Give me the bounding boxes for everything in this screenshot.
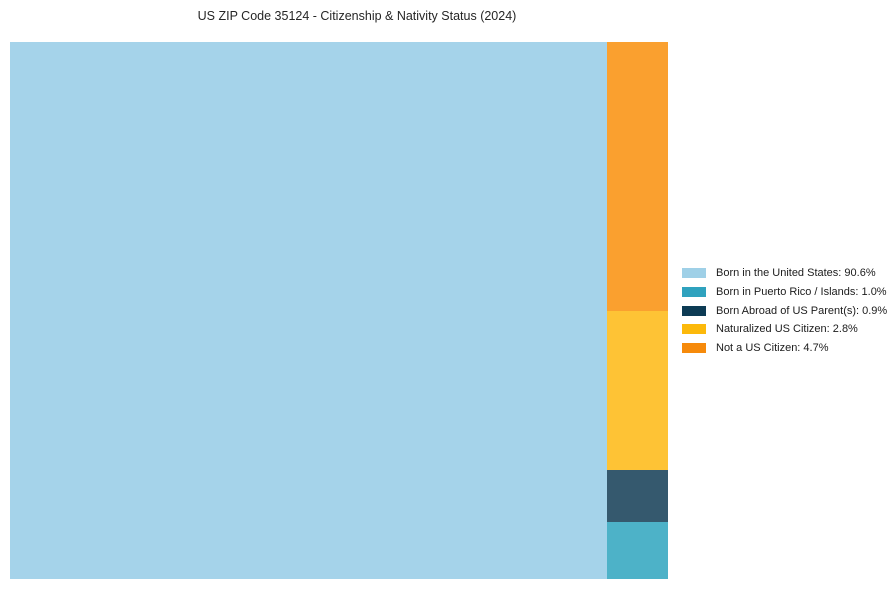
treemap-rect-born-in-us[interactable] xyxy=(10,42,607,579)
treemap-rect-not-us-citizen[interactable] xyxy=(607,42,668,311)
legend-item-born-puerto-rico: Born in Puerto Rico / Islands: 1.0% xyxy=(682,283,887,302)
treemap-rect-born-puerto-rico[interactable] xyxy=(607,521,668,579)
legend-swatch-born-in-us xyxy=(682,268,706,279)
legend-label-born-puerto-rico: Born in Puerto Rico / Islands: 1.0% xyxy=(716,286,887,299)
legend-swatch-born-abroad xyxy=(682,305,706,316)
legend-swatch-not-citizen xyxy=(682,343,706,354)
legend-label-not-citizen: Not a US Citizen: 4.7% xyxy=(716,342,829,355)
legend-label-born-abroad: Born Abroad of US Parent(s): 0.9% xyxy=(716,304,888,317)
treemap-minor-column xyxy=(607,42,668,579)
legend: Born in the United States: 90.6% Born in… xyxy=(682,264,887,357)
treemap-rect-born-abroad[interactable] xyxy=(607,470,668,522)
legend-label-born-in-us: Born in the United States: 90.6% xyxy=(716,267,876,280)
chart-title: US ZIP Code 35124 - Citizenship & Nativi… xyxy=(197,9,517,23)
legend-swatch-naturalized xyxy=(682,324,706,335)
treemap-chart xyxy=(10,42,668,579)
legend-swatch-born-puerto-rico xyxy=(682,287,706,298)
legend-item-born-abroad: Born Abroad of US Parent(s): 0.9% xyxy=(682,301,887,320)
legend-item-naturalized: Naturalized US Citizen: 2.8% xyxy=(682,320,887,339)
treemap-rect-naturalized-citizen[interactable] xyxy=(607,310,668,471)
legend-item-born-in-us: Born in the United States: 90.6% xyxy=(682,264,887,283)
legend-item-not-citizen: Not a US Citizen: 4.7% xyxy=(682,339,887,358)
legend-label-naturalized: Naturalized US Citizen: 2.8% xyxy=(716,323,858,336)
